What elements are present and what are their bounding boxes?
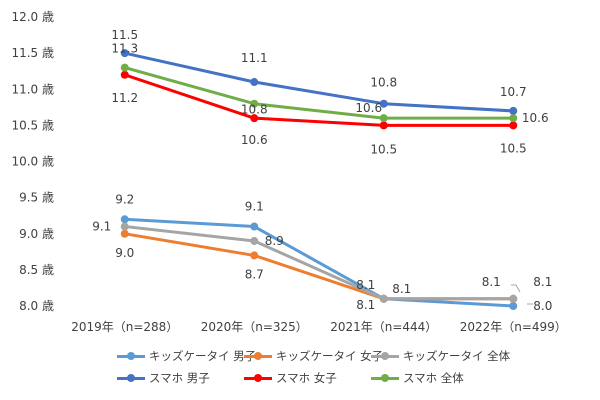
legend-label: キッズケータイ 男子 bbox=[149, 349, 257, 363]
series-line bbox=[124, 225, 514, 301]
x-tick-label: 2020年（n=325） bbox=[201, 320, 308, 334]
data-point bbox=[250, 114, 259, 123]
y-tick-label: 9.5 歳 bbox=[19, 191, 54, 205]
legend-item: スマホ 全体 bbox=[371, 370, 464, 386]
data-point bbox=[250, 99, 259, 108]
legend-label: キッズケータイ 全体 bbox=[403, 349, 511, 363]
series-line bbox=[124, 232, 514, 301]
legend-swatch bbox=[244, 351, 272, 361]
data-point bbox=[250, 236, 259, 245]
data-label: 10.7 bbox=[500, 85, 527, 99]
data-label: 10.6 bbox=[522, 111, 549, 125]
data-point bbox=[379, 294, 388, 303]
data-label: 9.2 bbox=[115, 192, 134, 206]
legend-swatch bbox=[117, 373, 145, 383]
data-point bbox=[120, 215, 129, 224]
data-point bbox=[120, 63, 129, 72]
data-label: 9.1 bbox=[245, 200, 264, 214]
legend-item: キッズケータイ 男子 bbox=[117, 348, 256, 364]
legend-label: スマホ 全体 bbox=[403, 371, 464, 385]
legend-label: スマホ 女子 bbox=[276, 371, 337, 385]
data-point bbox=[509, 302, 518, 310]
y-tick-label: 10.5 歳 bbox=[11, 118, 54, 132]
legend-item: スマホ 男子 bbox=[117, 370, 210, 386]
data-point bbox=[379, 114, 388, 123]
data-point bbox=[509, 294, 518, 303]
data-label: 10.6 bbox=[241, 133, 268, 147]
data-label: 8.1 bbox=[356, 298, 375, 312]
data-point bbox=[379, 121, 388, 130]
data-label: 8.7 bbox=[245, 267, 264, 281]
y-tick-label: 11.5 歳 bbox=[11, 46, 54, 60]
x-tick-label: 2021年（n=444） bbox=[330, 320, 437, 334]
x-tick-label: 2019年（n=288） bbox=[71, 320, 178, 334]
legend-swatch bbox=[371, 351, 399, 361]
y-tick-label: 10.0 歳 bbox=[11, 155, 54, 169]
data-label: 8.1 bbox=[533, 275, 552, 289]
data-point bbox=[250, 251, 259, 260]
legend-item: キッズケータイ 全体 bbox=[371, 348, 510, 364]
legend-swatch bbox=[117, 351, 145, 361]
data-point bbox=[120, 222, 129, 231]
data-point bbox=[250, 78, 259, 87]
legend-label: スマホ 男子 bbox=[149, 371, 210, 385]
data-point bbox=[120, 70, 129, 79]
data-label: 10.8 bbox=[370, 76, 397, 90]
data-point bbox=[120, 229, 129, 238]
data-point bbox=[379, 99, 388, 108]
data-label: 8.0 bbox=[533, 299, 552, 313]
series-line bbox=[124, 217, 514, 308]
legend-item: キッズケータイ 女子 bbox=[244, 348, 383, 364]
legend-item: スマホ 女子 bbox=[244, 370, 337, 386]
leader-line bbox=[511, 284, 521, 293]
data-label: 8.9 bbox=[265, 234, 284, 248]
data-label: 8.1 bbox=[392, 282, 411, 296]
data-point bbox=[509, 114, 518, 123]
data-point bbox=[509, 121, 518, 130]
series-line bbox=[124, 73, 514, 127]
data-point bbox=[509, 106, 518, 115]
data-label: 9.0 bbox=[115, 246, 134, 260]
data-label: 11.1 bbox=[241, 51, 268, 65]
data-label: 11.3 bbox=[111, 42, 138, 56]
data-point bbox=[250, 222, 259, 231]
y-tick-label: 11.0 歳 bbox=[11, 82, 54, 96]
y-tick-label: 12.0 歳 bbox=[11, 10, 54, 24]
data-label: 10.8 bbox=[241, 103, 268, 117]
data-label: 8.1 bbox=[356, 278, 375, 292]
data-label: 11.5 bbox=[111, 28, 138, 42]
data-label: 10.6 bbox=[355, 101, 382, 115]
data-label: 8.1 bbox=[482, 275, 501, 289]
data-label: 11.2 bbox=[111, 91, 138, 105]
series-line bbox=[124, 66, 514, 120]
x-tick-label: 2022年（n=499） bbox=[460, 320, 567, 334]
y-tick-label: 9.0 歳 bbox=[19, 227, 54, 241]
y-tick-label: 8.0 歳 bbox=[19, 299, 54, 313]
y-tick-label: 8.5 歳 bbox=[19, 263, 54, 277]
legend-label: キッズケータイ 女子 bbox=[276, 349, 384, 363]
data-point bbox=[120, 49, 129, 58]
series-line bbox=[124, 51, 514, 113]
legend-swatch bbox=[371, 373, 399, 383]
legend-swatch bbox=[244, 373, 272, 383]
data-label: 10.5 bbox=[500, 141, 527, 155]
data-label: 9.1 bbox=[92, 220, 111, 234]
data-label: 10.5 bbox=[370, 142, 397, 156]
